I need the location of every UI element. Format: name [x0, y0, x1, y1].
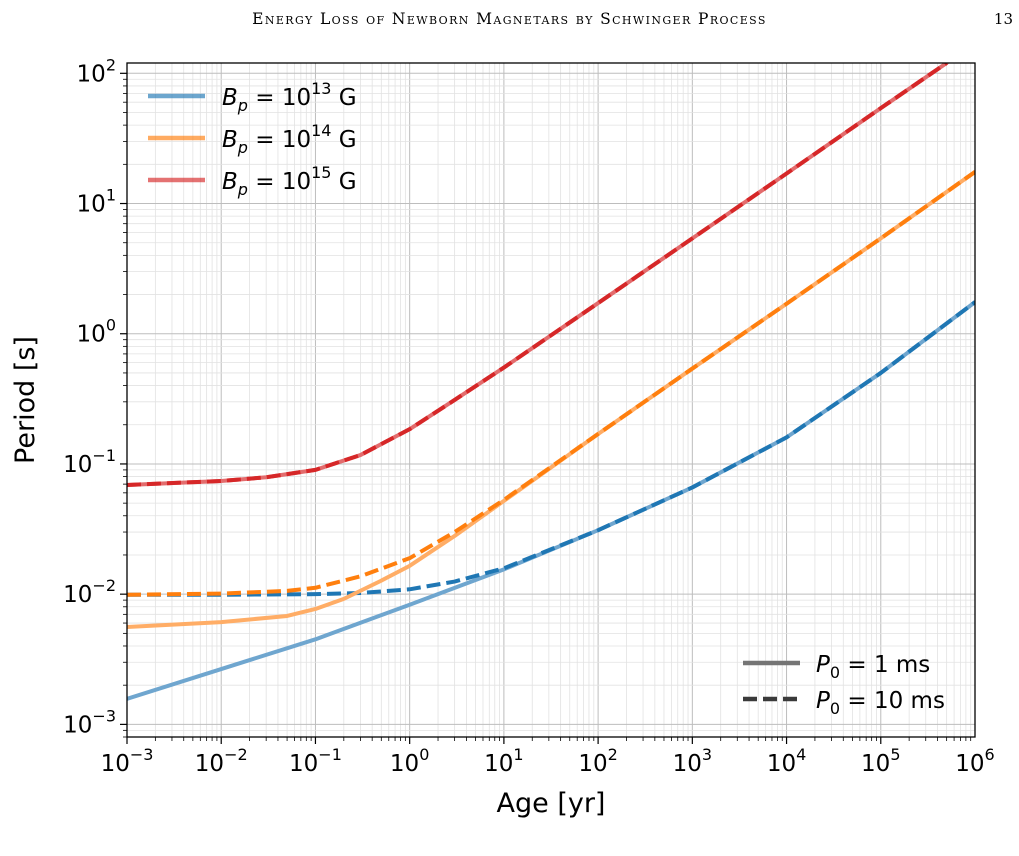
x-tick-label: 104 — [767, 745, 806, 777]
x-tick-label: 103 — [673, 745, 712, 777]
x-tick-label: 100 — [390, 745, 429, 777]
y-tick-label: 10−2 — [63, 576, 116, 608]
series-line-1e13-10ms — [127, 300, 975, 597]
x-tick-label: 10−2 — [195, 745, 248, 777]
legend-field-label: Bp = 1013 G — [222, 79, 357, 115]
series-line-1e14-10ms — [127, 170, 975, 597]
y-tick-label: 10−1 — [63, 446, 116, 478]
running-header: Energy Loss of Newborn Magnetars by Schw… — [0, 6, 1019, 36]
legend-field-label: Bp = 1014 G — [222, 121, 357, 157]
y-tick-label: 10−3 — [63, 706, 116, 738]
legend-period-label: P0 = 10 ms — [816, 688, 945, 718]
grid — [126, 63, 975, 738]
x-axis-label: Age [yr] — [497, 788, 606, 819]
legend-period: P0 = 1 ms P0 = 10 ms — [743, 652, 945, 718]
plot-frame — [126, 62, 976, 738]
y-axis-label: Period [s] — [10, 336, 41, 464]
legend-period-label: P0 = 1 ms — [816, 652, 930, 682]
header-title: Energy Loss of Newborn Magnetars by Schw… — [252, 10, 767, 28]
legend-field-label: Bp = 1015 G — [222, 163, 357, 199]
series-layer — [127, 63, 975, 701]
series-line-1e13-1ms — [127, 300, 975, 701]
y-tick-label: 100 — [77, 316, 116, 348]
x-tick-label: 101 — [484, 745, 523, 777]
x-tick-label: 10−1 — [289, 745, 342, 777]
x-tick-label: 105 — [861, 745, 900, 777]
y-tick-label: 102 — [77, 55, 116, 87]
y-tick-label: 101 — [77, 186, 116, 218]
x-tick-label: 10−3 — [101, 745, 154, 777]
x-tick-label: 106 — [955, 745, 994, 777]
legend-field: Bp = 1013 G Bp = 1014 G Bp = 1015 G — [148, 79, 357, 199]
ticks — [120, 72, 972, 744]
page-number: 13 — [993, 10, 1013, 28]
tick-labels: 10−3 10−2 10−1 100 101 102 103 104 105 106 10−3 10−… — [63, 55, 995, 777]
series-line-1e15-10ms — [127, 63, 948, 487]
series-line-1e14-1ms — [127, 169, 975, 629]
x-tick-label: 102 — [578, 745, 617, 777]
